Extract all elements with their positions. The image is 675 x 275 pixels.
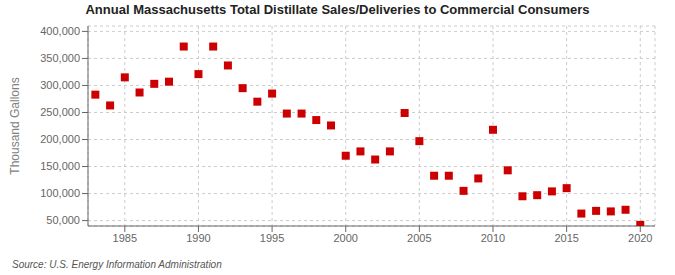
svg-text:1985: 1985 (113, 232, 137, 244)
svg-text:350,000: 350,000 (40, 52, 80, 64)
svg-text:1990: 1990 (186, 232, 210, 244)
svg-text:2020: 2020 (628, 232, 652, 244)
svg-text:150,000: 150,000 (40, 160, 80, 172)
svg-text:50,000: 50,000 (46, 214, 80, 226)
html-text:Source: U.S. Energy Informatio: Source: U.S. Energy Information Administ… (12, 259, 222, 270)
html-text:Annual Massachusetts Total Dis: Annual Massachusetts Total Distillate Sa… (85, 2, 590, 17)
svg-text:400,000: 400,000 (40, 25, 80, 37)
svg-text:100,000: 100,000 (40, 187, 80, 199)
svg-text:2000: 2000 (333, 232, 357, 244)
svg-text:1995: 1995 (260, 232, 284, 244)
svg-text:2010: 2010 (481, 232, 505, 244)
svg-text:Thousand Gallons: Thousand Gallons (8, 77, 22, 174)
svg-text:250,000: 250,000 (40, 106, 80, 118)
svg-text:300,000: 300,000 (40, 79, 80, 91)
svg-text:200,000: 200,000 (40, 133, 80, 145)
svg-text:2005: 2005 (407, 232, 431, 244)
svg-text:2015: 2015 (554, 232, 578, 244)
